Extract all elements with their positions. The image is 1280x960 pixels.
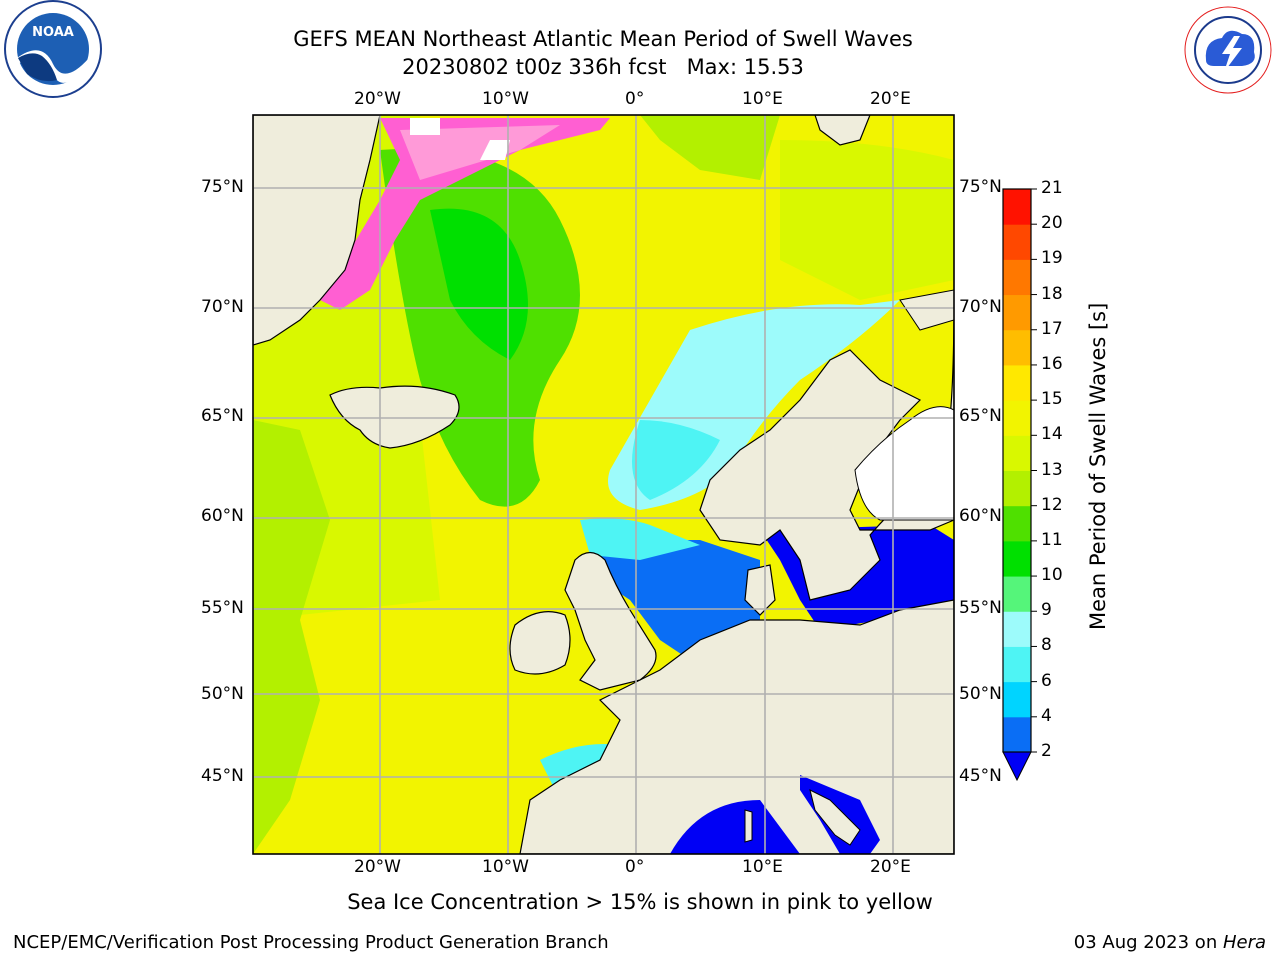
colorbar-tick-label: 4 <box>1041 705 1052 726</box>
colorbar-tick-label: 18 <box>1041 283 1063 304</box>
colorbar-tick-label: 20 <box>1041 213 1063 234</box>
lon-label-top: 20°W <box>354 89 401 109</box>
colorbar-swatch <box>1003 540 1031 577</box>
colorbar-tick-label: 15 <box>1041 389 1063 410</box>
colorbar-swatch <box>1003 646 1031 683</box>
colorbar-tick-label: 13 <box>1041 459 1063 480</box>
colorbar-label: Mean Period of Swell Waves [s] <box>1086 302 1110 630</box>
lon-label-top: 20°E <box>870 89 911 109</box>
colorbar-swatch <box>1003 189 1031 225</box>
lon-label-bottom: 20°W <box>354 857 401 877</box>
colorbar-swatch <box>1003 716 1031 753</box>
footer-date-text: 03 Aug 2023 on <box>1073 932 1223 953</box>
noaa-logo-text: NOAA <box>32 25 74 40</box>
colorbar-tick-label: 19 <box>1041 248 1063 269</box>
colorbar-swatch <box>1003 294 1031 331</box>
lat-label-left: 50°N <box>201 684 244 704</box>
lat-label-right: 70°N <box>959 297 1002 317</box>
colorbar-tick-label: 12 <box>1041 494 1063 515</box>
lon-label-top: 10°W <box>482 89 529 109</box>
lat-label-left: 60°N <box>201 506 244 526</box>
colorbar-tick-label: 2 <box>1041 741 1052 761</box>
colorbar-tick-label: 16 <box>1041 353 1063 374</box>
colorbar-tick-label: 10 <box>1041 565 1063 586</box>
colorbar-tick-label: 6 <box>1041 670 1052 691</box>
chart-subtitle: 20230802 t00z 336h fcst Max: 15.53 <box>402 55 804 79</box>
lat-label-left: 65°N <box>201 406 244 426</box>
colorbar-swatch <box>1003 224 1031 260</box>
lat-label-left: 45°N <box>201 766 244 786</box>
lat-label-left: 55°N <box>201 598 244 618</box>
colorbar-tick-label: 11 <box>1041 529 1063 550</box>
lat-label-right: 50°N <box>959 684 1002 704</box>
colorbar-swatch <box>1003 259 1031 296</box>
footer-date: 03 Aug 2023 on Hera <box>1074 932 1266 953</box>
colorbar-swatch <box>1003 681 1031 718</box>
colorbar-swatch <box>1003 505 1031 542</box>
colorbar-swatch <box>1003 576 1031 612</box>
colorbar-tick-label: 21 <box>1041 178 1063 198</box>
colorbar-frame <box>1002 188 1032 753</box>
footer-host: Hera <box>1222 932 1266 953</box>
lat-label-left: 70°N <box>201 297 244 317</box>
colorbar-tick-label: 14 <box>1041 424 1063 445</box>
colorbar-swatch <box>1003 329 1031 366</box>
lon-label-bottom: 10°W <box>482 857 529 877</box>
lon-label-top: 0° <box>625 89 645 109</box>
colorbar-tick-label: 17 <box>1041 318 1063 339</box>
lat-label-right: 65°N <box>959 406 1002 426</box>
colorbar-swatch <box>1003 400 1031 436</box>
lon-label-bottom: 0° <box>625 857 645 877</box>
colorbar-swatch <box>1003 470 1031 507</box>
lat-label-right: 45°N <box>959 766 1002 786</box>
lat-label-right: 55°N <box>959 598 1002 618</box>
colorbar-swatch <box>1003 611 1031 647</box>
graticule <box>253 115 954 854</box>
lat-label-left: 75°N <box>201 177 244 197</box>
lon-label-top: 10°E <box>742 89 783 109</box>
colorbar-swatch <box>1003 364 1031 401</box>
chart-title: GEFS MEAN Northeast Atlantic Mean Period… <box>293 27 913 51</box>
colorbar <box>1003 188 1037 753</box>
lon-label-bottom: 10°E <box>742 857 783 877</box>
nws-logo <box>1176 0 1280 100</box>
colorbar-swatch <box>1003 435 1031 471</box>
colorbar-under-arrow <box>1002 751 1032 782</box>
lon-label-bottom: 20°E <box>870 857 911 877</box>
sea-ice-note: Sea Ice Concentration > 15% is shown in … <box>347 890 933 914</box>
map-frame <box>252 114 955 855</box>
colorbar-tick-label: 9 <box>1041 600 1052 621</box>
footer-credit: NCEP/EMC/Verification Post Processing Pr… <box>13 932 609 953</box>
lat-label-right: 75°N <box>959 177 1002 197</box>
colorbar-tick-label: 8 <box>1041 635 1052 656</box>
lat-label-right: 60°N <box>959 506 1002 526</box>
noaa-logo: NOAA <box>2 0 104 100</box>
map-field <box>253 115 954 854</box>
